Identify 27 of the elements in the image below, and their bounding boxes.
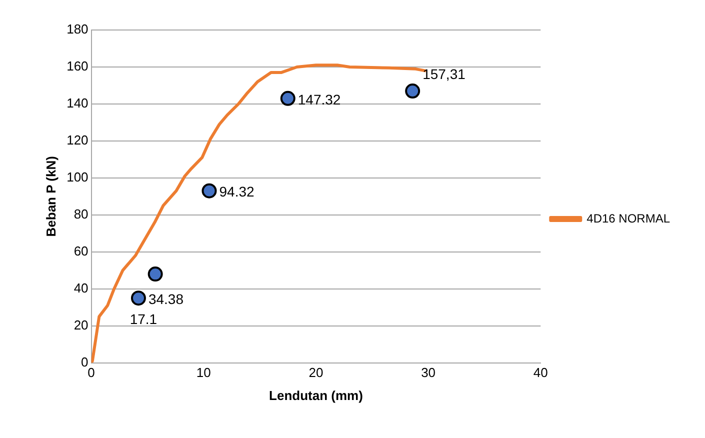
x-axis-title: Lendutan (mm) [269, 388, 363, 403]
annotation: 17.1 [130, 310, 158, 327]
y-tick-label: 180 [66, 22, 88, 37]
annotation: 34.38 [148, 290, 184, 307]
x-tick-label: 40 [533, 365, 548, 380]
y-tick-label: 60 [74, 243, 88, 258]
point [405, 84, 420, 99]
x-tick-label: 20 [308, 365, 324, 380]
point [202, 183, 217, 198]
annotation: 94.32 [219, 184, 254, 200]
y-tick-label: 160 [66, 58, 88, 74]
point [148, 266, 163, 282]
y-tick-label: 0 [81, 354, 88, 370]
y-tick-label: 100 [66, 169, 88, 184]
y-tick-label: 120 [66, 132, 88, 148]
point [130, 290, 146, 306]
y-tick-label: 20 [74, 317, 88, 332]
x-tick-label: 30 [421, 365, 436, 380]
y-tick-label: 140 [66, 96, 88, 111]
annotation: 157,31 [422, 66, 466, 82]
y-axis-title: Beban P (kN) [43, 156, 58, 237]
point [280, 90, 296, 106]
legend-label: 4D16 NORMAL [586, 211, 670, 226]
x-tick-label: 10 [196, 365, 211, 380]
annotation: 147.32 [298, 91, 341, 108]
y-tick-label: 80 [74, 206, 88, 222]
y-tick-label: 40 [74, 280, 88, 296]
